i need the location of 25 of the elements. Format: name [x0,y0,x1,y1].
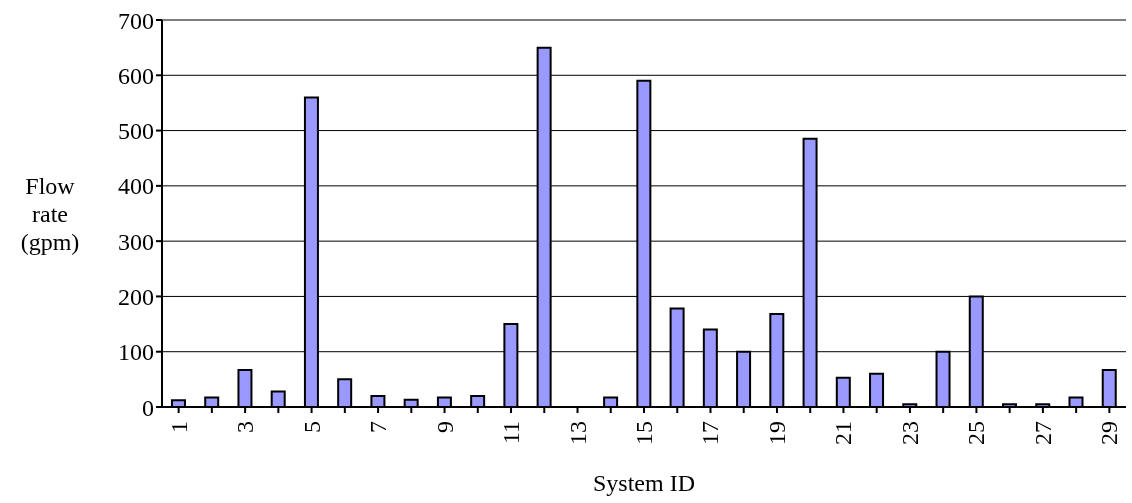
x-tick-label: 19 [763,421,790,445]
x-tick-label: 9 [431,421,458,433]
x-tick-label: 23 [896,421,923,445]
y-tick-label: 700 [118,7,154,34]
y-tick-label: 400 [118,173,154,200]
y-tick-label: 500 [118,118,154,145]
x-tick-label: 7 [365,421,392,433]
x-tick-label: 25 [963,421,990,445]
x-tick-label: 11 [498,421,525,445]
x-tick-label: 13 [564,421,591,445]
x-tick-label: 29 [1096,421,1123,445]
x-tick-label: 3 [232,421,259,433]
x-tick-label: 27 [1029,421,1056,445]
y-tick-label: 600 [118,62,154,89]
y-tick-label: 300 [118,228,154,255]
x-tick-label: 5 [298,421,325,433]
y-tick-label: 200 [118,283,154,310]
y-tick-label: 0 [142,394,154,421]
x-tick-label: 17 [697,421,724,445]
y-axis-title: Flow rate (gpm) [20,172,80,255]
x-tick-label: 1 [165,421,192,433]
x-tick-label: 15 [631,421,657,445]
x-tick-label: 21 [830,421,857,445]
y-tick-label: 100 [118,339,154,366]
x-axis-title: System ID [593,470,695,496]
